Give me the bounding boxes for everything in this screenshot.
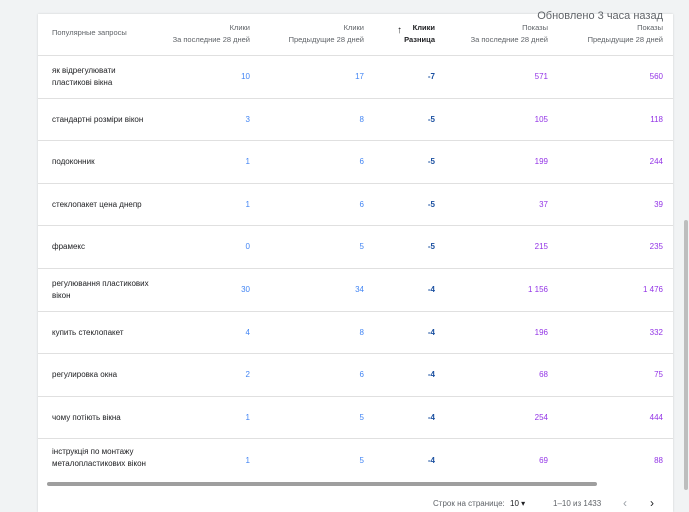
cell: -4 — [427, 285, 435, 294]
cell: 30 — [241, 285, 250, 294]
cell: 196 — [534, 327, 548, 337]
column-header: Популярные запросы — [52, 27, 127, 39]
cell: -4 — [427, 412, 435, 422]
header-line: Клики — [229, 23, 250, 32]
cell: 235 — [649, 242, 663, 252]
header-line: За последние 28 дней — [172, 35, 250, 44]
cell: 254 — [534, 412, 548, 422]
table-row: інструкція по монтажу металопластикових … — [38, 438, 673, 481]
query: купить стеклопакет — [52, 327, 124, 337]
cell: 215 — [534, 242, 548, 252]
cell: 6 — [359, 370, 364, 380]
header-line: Разница — [404, 35, 435, 44]
table-row: фрамекс 0 5 -5 215 235 — [38, 225, 673, 269]
v-scrollbar[interactable] — [684, 220, 688, 490]
cell: 105 — [534, 114, 548, 124]
header-line: Популярные запросы — [52, 28, 127, 37]
header-line: Клики — [412, 23, 435, 32]
cell: -4 — [427, 370, 435, 380]
query: інструкція по монтажу металопластикових … — [52, 447, 146, 469]
cell: 332 — [649, 327, 663, 337]
cell: 6 — [359, 199, 364, 209]
cell: 1 — [245, 157, 250, 167]
next-page[interactable]: › — [650, 496, 654, 510]
updated: Обновлено 3 часа назад — [537, 10, 663, 22]
cell: 1 — [245, 412, 250, 422]
cell: 3 — [245, 114, 250, 124]
header-line: Предыдущие 28 дней — [288, 35, 364, 44]
cell: 5 — [359, 242, 364, 252]
column-header: Клики За последние 28 дней — [150, 22, 250, 46]
cell: 1 156 — [527, 285, 548, 294]
table-row: регулировка окна 2 6 -4 68 75 — [38, 353, 673, 397]
cell: 0 — [245, 242, 250, 252]
cell: 10 — [241, 72, 250, 81]
header-line: Клики — [343, 23, 364, 32]
cell: 75 — [654, 370, 663, 380]
table-card: Обновлено 3 часа назад — [38, 10, 673, 512]
cell: 34 — [355, 285, 364, 294]
query: стандартні розміри вікон — [52, 114, 144, 124]
query: регулювання пластикових вікон — [52, 279, 149, 300]
query: як відрегулювати пластикові вікна — [52, 66, 116, 87]
query: подоконник — [52, 157, 95, 167]
cell: -5 — [427, 199, 435, 209]
cell: -5 — [427, 157, 435, 167]
column-header: Показы За последние 28 дней — [448, 22, 548, 46]
cell: 244 — [649, 157, 663, 167]
cell: 2 — [245, 370, 250, 380]
table-row: чому потіють вікна 1 5 -4 254 444 — [38, 395, 673, 440]
column-header: Показы Предыдущие 28 дней — [563, 22, 663, 46]
query: регулировка окна — [52, 370, 118, 380]
query: фрамекс — [52, 242, 86, 252]
cell: 444 — [649, 412, 663, 422]
cell: 5 — [359, 412, 364, 422]
cell: 37 — [539, 199, 548, 209]
cell: -5 — [427, 242, 435, 252]
cell: 17 — [355, 72, 364, 81]
rows-value: 10 — [510, 499, 519, 508]
header-line: Предыдущие 28 дней — [587, 35, 663, 44]
column-header[interactable]: Клики Разница — [335, 22, 435, 46]
header-line: За последние 28 дней — [470, 35, 548, 44]
column-header: Клики Предыдущие 28 дней — [264, 22, 364, 46]
table-row: стандартні розміри вікон 3 8 -5 105 118 — [38, 97, 673, 142]
h-scrollbar[interactable] — [47, 482, 597, 486]
cell: -5 — [427, 114, 435, 124]
cell: -4 — [427, 456, 435, 466]
cell: -7 — [427, 72, 435, 81]
table-row: стеклопакет цена днепр 1 6 -5 37 39 — [38, 182, 673, 227]
cell: -4 — [427, 327, 435, 337]
cell: 199 — [534, 157, 548, 167]
range: 1–10 из 1433 — [553, 499, 602, 508]
rows-label: Строк на странице: — [433, 499, 505, 508]
table-row: подоконник 1 6 -5 199 244 — [38, 140, 673, 184]
cell: 8 — [359, 327, 364, 337]
cell: 68 — [539, 370, 548, 380]
table-row: як відрегулювати пластикові вікна 10 17 -7 5… — [38, 55, 673, 99]
cell: 4 — [245, 327, 250, 337]
cell: 571 — [534, 72, 548, 81]
cell: 560 — [649, 72, 663, 81]
cell: 1 476 — [642, 285, 663, 294]
cell: 8 — [359, 114, 364, 124]
header-line: Показы — [522, 23, 548, 32]
query: стеклопакет цена днепр — [52, 199, 142, 209]
prev-page[interactable]: ‹ — [623, 496, 627, 510]
table-row: регулювання пластикових вікон 30 34 -4 1 156… — [38, 268, 673, 312]
cell: 88 — [654, 456, 663, 466]
cell: 5 — [359, 456, 364, 466]
query: чому потіють вікна — [52, 412, 121, 422]
cell: 39 — [654, 199, 663, 209]
cell: 6 — [359, 157, 364, 167]
table-row: купить стеклопакет 4 8 -4 196 332 — [38, 310, 673, 355]
rows-select[interactable]: 10 ▾ — [510, 499, 526, 508]
header-line: Показы — [637, 23, 663, 32]
cell: 118 — [650, 114, 663, 124]
cell: 1 — [245, 456, 250, 466]
cell: 1 — [245, 199, 250, 209]
sort-arrow: ↑ — [397, 25, 402, 36]
cell: 69 — [539, 456, 548, 466]
